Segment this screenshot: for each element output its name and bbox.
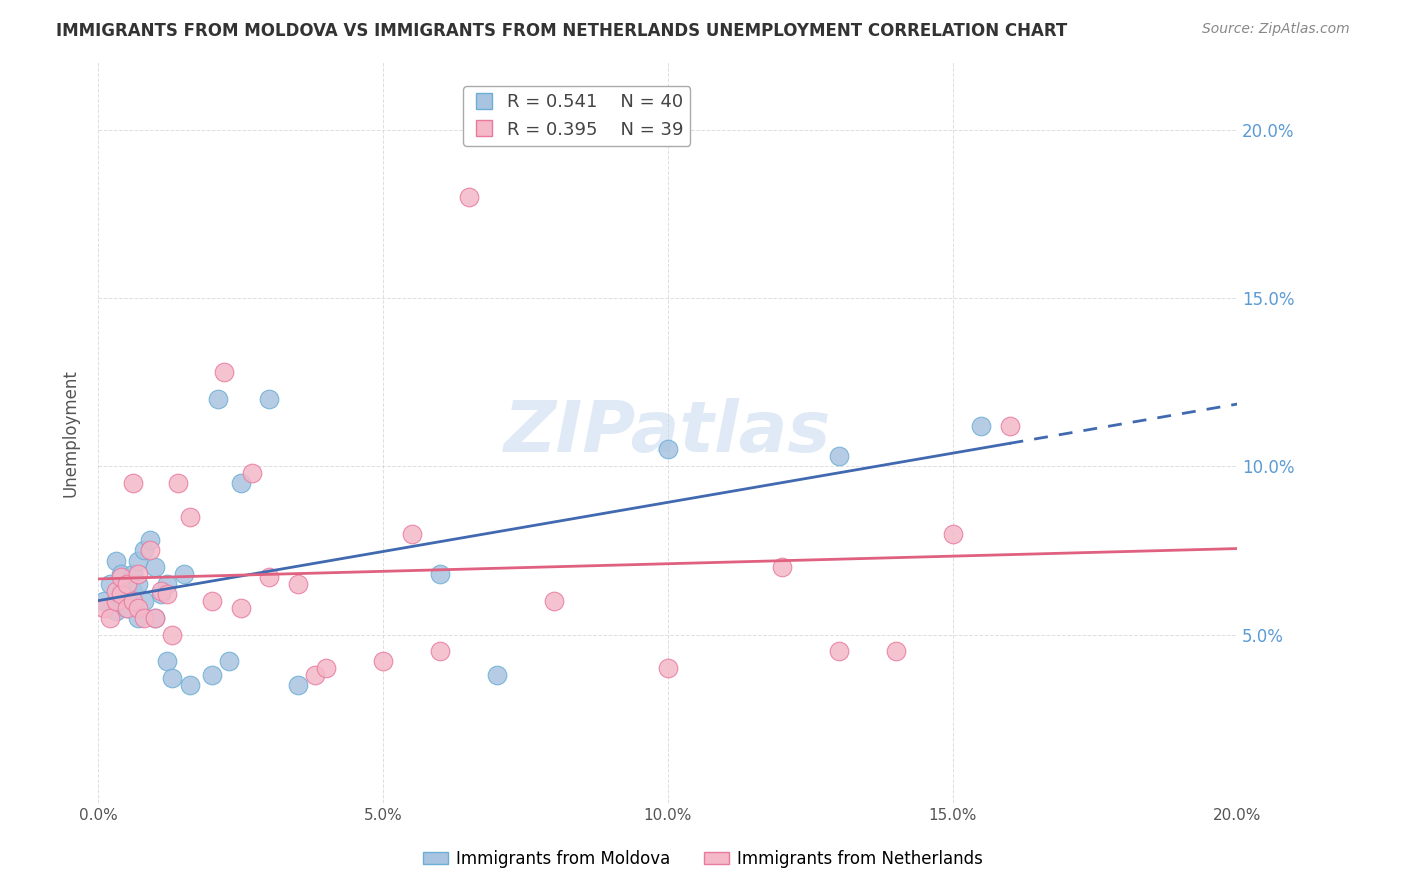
Point — [212, 365, 235, 379]
Legend: R = 0.541    N = 40, R = 0.395    N = 39: R = 0.541 N = 40, R = 0.395 N = 39 — [463, 87, 690, 145]
Point — [138, 543, 160, 558]
Point — [98, 577, 121, 591]
Point — [162, 671, 184, 685]
Point — [207, 392, 229, 406]
Point — [970, 418, 993, 433]
Point — [127, 566, 149, 581]
Point — [229, 600, 252, 615]
Point — [121, 594, 143, 608]
Point — [828, 449, 851, 463]
Text: Source: ZipAtlas.com: Source: ZipAtlas.com — [1202, 22, 1350, 37]
Point — [315, 661, 337, 675]
Point — [156, 577, 179, 591]
Point — [132, 610, 155, 624]
Point — [287, 577, 309, 591]
Point — [127, 610, 149, 624]
Point — [104, 604, 127, 618]
Point — [179, 678, 201, 692]
Point — [201, 668, 224, 682]
Point — [121, 583, 143, 598]
Point — [156, 655, 179, 669]
Point — [657, 661, 679, 675]
Point — [115, 577, 138, 591]
Point — [145, 560, 167, 574]
Point — [942, 526, 965, 541]
Point — [132, 543, 155, 558]
Y-axis label: Unemployment: Unemployment — [62, 368, 80, 497]
Point — [173, 566, 195, 581]
Point — [110, 570, 132, 584]
Point — [162, 627, 184, 641]
Text: ZIPatlas: ZIPatlas — [505, 398, 831, 467]
Point — [240, 466, 263, 480]
Point — [401, 526, 423, 541]
Point — [201, 594, 224, 608]
Point — [121, 594, 143, 608]
Point — [115, 577, 138, 591]
Point — [98, 610, 121, 624]
Point — [884, 644, 907, 658]
Point — [115, 600, 138, 615]
Point — [156, 587, 179, 601]
Point — [429, 644, 451, 658]
Point — [486, 668, 509, 682]
Point — [218, 655, 240, 669]
Point — [115, 600, 138, 615]
Point — [167, 476, 190, 491]
Point — [287, 678, 309, 692]
Point — [121, 566, 143, 581]
Point — [110, 566, 132, 581]
Text: IMMIGRANTS FROM MOLDOVA VS IMMIGRANTS FROM NETHERLANDS UNEMPLOYMENT CORRELATION : IMMIGRANTS FROM MOLDOVA VS IMMIGRANTS FR… — [56, 22, 1067, 40]
Point — [770, 560, 793, 574]
Point — [104, 553, 127, 567]
Point — [429, 566, 451, 581]
Point — [304, 668, 326, 682]
Point — [373, 655, 395, 669]
Point — [115, 594, 138, 608]
Point — [121, 476, 143, 491]
Point — [127, 577, 149, 591]
Point — [828, 644, 851, 658]
Point — [543, 594, 565, 608]
Point — [104, 583, 127, 598]
Point — [145, 610, 167, 624]
Point — [998, 418, 1021, 433]
Point — [657, 442, 679, 457]
Point — [110, 587, 132, 601]
Point — [104, 594, 127, 608]
Point — [150, 583, 173, 598]
Point — [145, 610, 167, 624]
Legend: Immigrants from Moldova, Immigrants from Netherlands: Immigrants from Moldova, Immigrants from… — [416, 844, 990, 875]
Point — [179, 509, 201, 524]
Point — [259, 570, 281, 584]
Point — [93, 600, 115, 615]
Point — [127, 600, 149, 615]
Point — [138, 533, 160, 548]
Point — [104, 594, 127, 608]
Point — [110, 583, 132, 598]
Point — [127, 553, 149, 567]
Point — [132, 594, 155, 608]
Point — [115, 583, 138, 598]
Point — [150, 587, 173, 601]
Point — [457, 190, 479, 204]
Point — [229, 476, 252, 491]
Point — [110, 587, 132, 601]
Point — [259, 392, 281, 406]
Point — [93, 594, 115, 608]
